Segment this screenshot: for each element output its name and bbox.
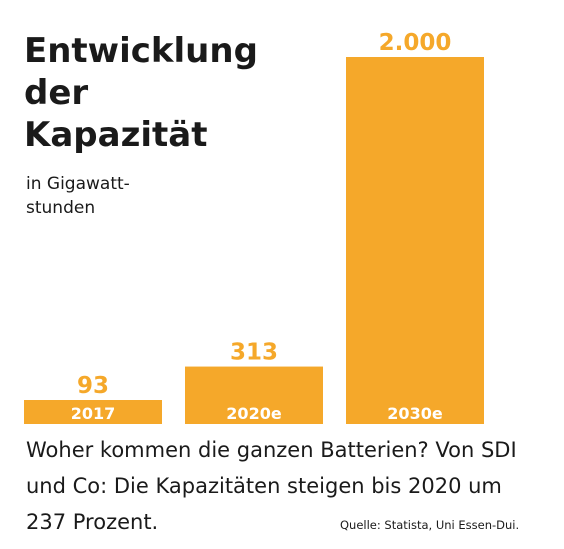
bar-2017	[24, 400, 162, 424]
value-label-2020e: 313	[230, 340, 278, 366]
title-line-1: Entwicklung	[24, 31, 258, 71]
title-line-3: Kapazität	[24, 115, 208, 155]
source-note: Quelle: Statista, Uni Essen-Dui.	[340, 518, 520, 532]
chart-title: Entwicklung der Kapazität	[24, 30, 284, 156]
title-line-2: der	[24, 73, 89, 113]
chart-unit: in Gigawatt- stunden	[26, 172, 176, 220]
category-label-2020e: 2020e	[226, 404, 282, 423]
bar-2020e	[185, 366, 323, 424]
category-label-2030e: 2030e	[387, 404, 443, 423]
bar-2030e	[346, 57, 484, 424]
unit-line-1: in Gigawatt-	[26, 174, 130, 194]
value-label-2030e: 2.000	[379, 30, 452, 56]
unit-line-2: stunden	[26, 198, 96, 218]
category-label-2017: 2017	[71, 404, 116, 423]
value-label-2017: 93	[77, 373, 109, 399]
caption-text: Woher kommen die ganzen Batterien? Von S…	[26, 438, 517, 534]
